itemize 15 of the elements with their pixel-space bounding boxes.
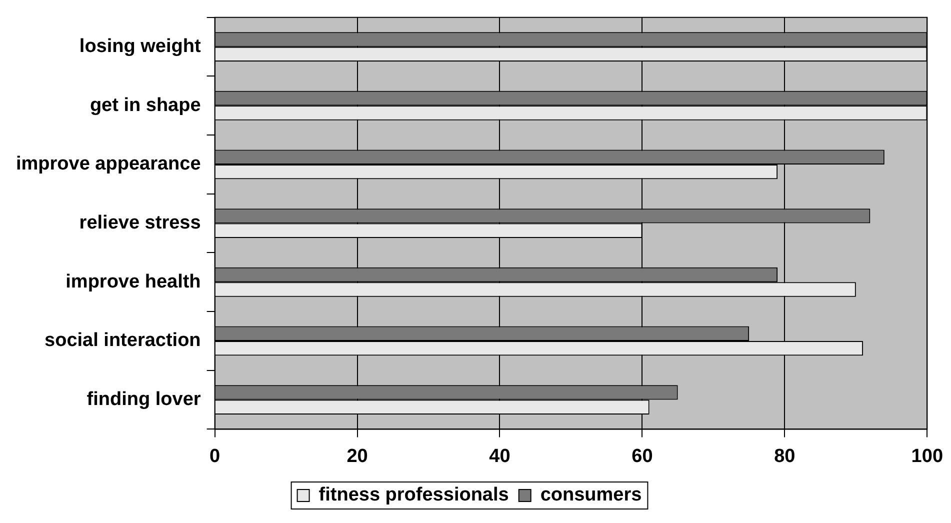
y-tick-label: get in shape [90,94,201,116]
x-tick-label: 40 [489,446,510,467]
x-tick-label: 20 [346,446,368,467]
legend-label: consumers [540,484,642,506]
x-tick-label: 80 [774,446,796,467]
x-tick-label: 60 [632,446,653,467]
x-tick-label: 100 [911,446,943,467]
legend-label: fitness professionals [318,484,509,506]
y-tick-label: losing weight [79,36,202,58]
y-tick-label: relieve stress [79,212,201,234]
y-tick-label: improve health [66,271,201,292]
y-tick-label: finding lover [86,389,202,410]
y-tick-label: improve appearance [16,154,201,175]
x-tick-label: 0 [210,446,220,467]
y-tick-label: social interaction [44,330,201,352]
